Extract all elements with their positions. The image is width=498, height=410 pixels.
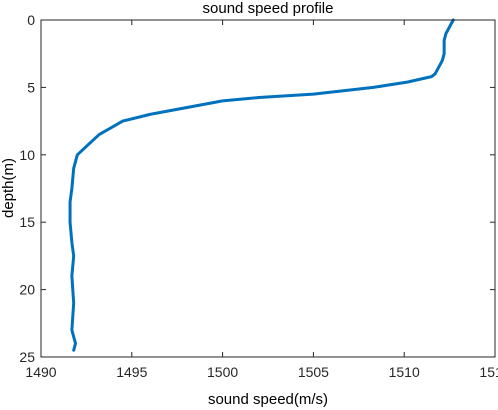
y-axis-label: depth(m)	[0, 158, 17, 218]
series-line	[68, 18, 455, 352]
y-tick-label: 25	[19, 349, 35, 365]
plot-area	[41, 20, 495, 357]
y-tick-label: 5	[27, 79, 35, 95]
x-axis-ticks: 1490 1495 1500 1505 1510 1515	[25, 20, 498, 380]
x-tick-label: 1515	[479, 364, 498, 380]
chart-title: sound speed profile	[203, 0, 334, 17]
y-tick-label: 20	[19, 282, 35, 298]
data-layer	[68, 18, 455, 352]
x-tick-label: 1500	[207, 364, 238, 380]
y-tick-label: 10	[19, 147, 35, 163]
axes-box	[40, 19, 496, 358]
y-axis-ticks: 0 5 10 15 20 25	[19, 12, 495, 365]
x-tick-label: 1505	[298, 364, 329, 380]
x-tick-label: 1510	[389, 364, 420, 380]
x-tick-label: 1495	[116, 364, 147, 380]
y-tick-label: 0	[27, 12, 35, 28]
x-tick-label: 1490	[25, 364, 56, 380]
x-axis-label: sound speed(m/s)	[208, 391, 328, 408]
y-tick-label: 15	[19, 214, 35, 230]
